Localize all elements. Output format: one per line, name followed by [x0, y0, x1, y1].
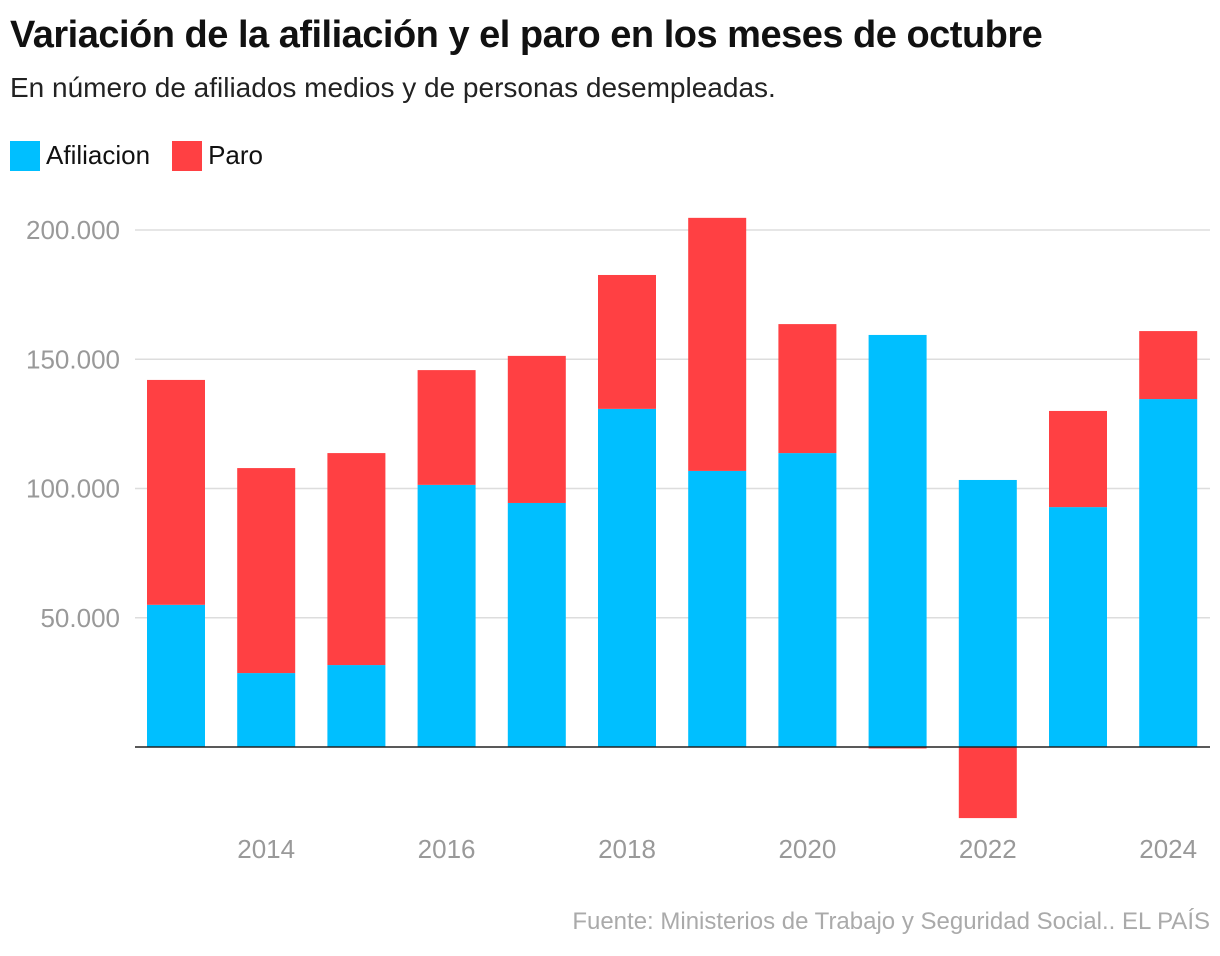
chart-title: Variación de la afiliación y el paro en … — [10, 14, 1043, 56]
bar-afiliacion-2015 — [327, 665, 386, 747]
bar-afiliacion-2013 — [147, 604, 205, 747]
y-tick-label: 200.000 — [26, 215, 120, 245]
legend: Afiliacion Paro — [10, 140, 263, 171]
bar-paro-2023 — [1049, 410, 1107, 508]
legend-label-afiliacion: Afiliacion — [46, 140, 151, 170]
bar-afiliacion-2014 — [237, 673, 296, 747]
bar-afiliacion-2018 — [598, 408, 656, 747]
bar-paro-2018 — [598, 274, 656, 409]
legend-label-paro: Paro — [208, 140, 263, 170]
x-tick-label: 2014 — [237, 834, 295, 864]
legend-item-afiliacion: Afiliacion — [10, 140, 150, 171]
y-tick-label: 100.000 — [26, 474, 120, 504]
bar-paro-2016 — [417, 370, 476, 485]
bar-afiliacion-2019 — [688, 470, 747, 747]
bar-paro-2013 — [147, 379, 205, 605]
y-tick-label: 150.000 — [26, 344, 120, 374]
bar-paro-2017 — [507, 355, 566, 503]
chart-subtitle: En número de afiliados medios y de perso… — [10, 72, 776, 103]
x-tick-label: 2022 — [959, 834, 1017, 864]
bar-afiliacion-2017 — [507, 502, 566, 747]
legend-swatch-afiliacion — [10, 140, 40, 171]
bar-paro-2022 — [958, 747, 1017, 819]
bar-afiliacion-2024 — [1139, 399, 1198, 747]
x-tick-label: 2020 — [778, 834, 836, 864]
x-tick-label: 2024 — [1139, 834, 1197, 864]
bar-paro-2019 — [688, 217, 747, 471]
bar-afiliacion-2021 — [868, 334, 927, 747]
y-tick-label: 50.000 — [40, 603, 120, 633]
bar-paro-2014 — [237, 468, 296, 674]
bar-afiliacion-2016 — [417, 484, 476, 747]
bar-afiliacion-2020 — [778, 453, 837, 747]
source-note: Fuente: Ministerios de Trabajo y Segurid… — [572, 908, 1210, 935]
x-tick-label: 2018 — [598, 834, 656, 864]
bar-afiliacion-2023 — [1049, 507, 1107, 747]
bar-paro-2024 — [1139, 331, 1198, 400]
legend-swatch-paro — [172, 140, 203, 171]
x-tick-label: 2016 — [418, 834, 476, 864]
bar-paro-2015 — [327, 453, 386, 666]
bar-afiliacion-2022 — [958, 479, 1017, 747]
legend-item-paro: Paro — [172, 140, 263, 171]
bar-paro-2020 — [778, 324, 837, 454]
